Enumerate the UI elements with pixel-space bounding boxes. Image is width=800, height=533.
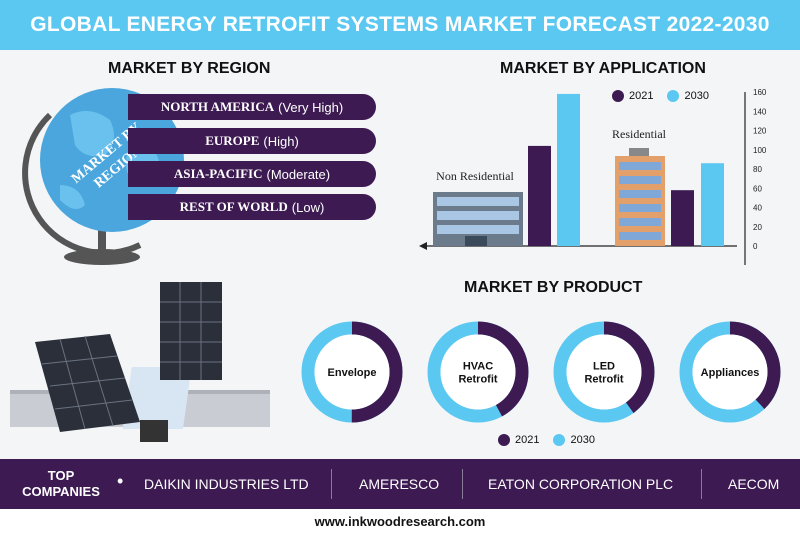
y-tick-label: 80: [753, 165, 762, 174]
y-tick-label: 60: [753, 184, 762, 193]
product-legend: 2021 2030: [498, 434, 595, 446]
bar-2030-residential: [701, 163, 724, 246]
legend-2030-swatch: [553, 434, 566, 446]
y-tick-label: 20: [753, 223, 762, 232]
y-tick-label: 160: [753, 88, 767, 97]
product-section-title: MARKET BY PRODUCT: [464, 279, 643, 296]
y-tick-label: 120: [753, 127, 767, 136]
region-level: (Low): [291, 199, 325, 215]
region-bar-europe: EUROPE (High): [128, 128, 376, 154]
donut-center: [566, 334, 642, 410]
region-level: (Very High): [278, 99, 344, 115]
top-companies-band: TOP COMPANIES • DAIKIN INDUSTRIES LTD AM…: [0, 459, 800, 509]
application-bar-chart: Non Residential Residential 0 20 40 60 80 100…: [419, 88, 767, 265]
bar-2021-non-residential: [528, 145, 551, 246]
non-residential-building: [433, 192, 523, 246]
legend-2021-swatch: [612, 90, 624, 102]
donut-label: Retrofit: [584, 374, 623, 386]
residential-building: [615, 148, 665, 246]
legend-2030-label: 2030: [570, 434, 595, 446]
donut-label: HVAC: [463, 361, 493, 373]
divider: [462, 469, 463, 499]
application-section-title: MARKET BY APPLICATION: [500, 60, 706, 77]
donut-label: Envelope: [328, 367, 377, 379]
top-companies-label-line1: TOP: [47, 468, 75, 483]
footer-url: www.inkwoodresearch.com: [314, 513, 486, 529]
region-section-title: MARKET BY REGION: [108, 60, 271, 77]
region-bar-asia-pacific: ASIA-PACIFIC (Moderate): [128, 161, 376, 187]
label-residential: Residential: [612, 127, 667, 141]
region-name: REST OF WORLD: [179, 199, 288, 214]
donut-2021-hvac-retrofit: [427, 321, 529, 423]
legend-2030-swatch: [667, 90, 680, 102]
page-header: GLOBAL ENERGY RETROFIT SYSTEMS MARKET FO…: [0, 0, 800, 50]
region-level: (Moderate): [266, 166, 331, 182]
company-name: AECOM: [728, 476, 780, 492]
bullet-icon: •: [117, 471, 124, 491]
y-tick-label: 100: [753, 146, 767, 155]
top-companies-label-line2: COMPANIES: [22, 484, 100, 499]
solar-panels-illustration: [10, 282, 270, 442]
y-tick-label: 140: [753, 107, 767, 116]
bar-2030-non-residential: [557, 93, 580, 246]
company-name: DAIKIN INDUSTRIES LTD: [144, 476, 309, 492]
region-bar-rest-of-world: REST OF WORLD (Low): [128, 194, 376, 220]
donut-center: [440, 334, 516, 410]
region-name: EUROPE: [205, 133, 260, 148]
application-legend: 2021 2030: [612, 90, 709, 102]
region-name: ASIA-PACIFIC: [173, 166, 263, 181]
donut-center: [692, 334, 768, 410]
donut-2021-appliances: [679, 321, 781, 423]
company-name: EATON CORPORATION PLC: [488, 476, 674, 492]
y-tick-label: 40: [753, 204, 762, 213]
donut-label: LED: [593, 361, 615, 373]
donut-label: Retrofit: [458, 374, 497, 386]
page-title: GLOBAL ENERGY RETROFIT SYSTEMS MARKET FO…: [30, 13, 770, 36]
region-level: (High): [263, 133, 299, 149]
footer: www.inkwoodresearch.com: [0, 509, 800, 533]
divider: [331, 469, 332, 499]
product-donut-charts: EnvelopeHVACRetrofitLEDRetrofitAppliance…: [301, 321, 781, 423]
legend-2030-label: 2030: [684, 90, 709, 102]
donut-2021-led-retrofit: [553, 321, 655, 423]
application-y-ticks: 0 20 40 60 80 100 120 140 160: [753, 88, 767, 251]
y-tick-label: 0: [753, 242, 758, 251]
globe-stand-pole: [98, 225, 106, 255]
donut-2021-envelope: [301, 321, 403, 423]
globe-stand-base: [64, 249, 140, 265]
company-name: AMERESCO: [359, 476, 440, 492]
top-companies-label: TOP COMPANIES: [16, 468, 106, 500]
bar-2021-residential: [671, 190, 694, 246]
application-bars: [528, 93, 724, 246]
donut-center: [314, 334, 390, 410]
legend-2021-label: 2021: [629, 90, 654, 102]
label-non-residential: Non Residential: [436, 169, 514, 183]
region-bar-north-america: NORTH AMERICA (Very High): [128, 94, 376, 120]
legend-2021-swatch: [498, 434, 510, 446]
x-axis-arrow: [419, 242, 427, 250]
donut-label: Appliances: [701, 367, 760, 379]
region-name: NORTH AMERICA: [160, 99, 275, 114]
legend-2021-label: 2021: [515, 434, 540, 446]
divider: [701, 469, 702, 499]
